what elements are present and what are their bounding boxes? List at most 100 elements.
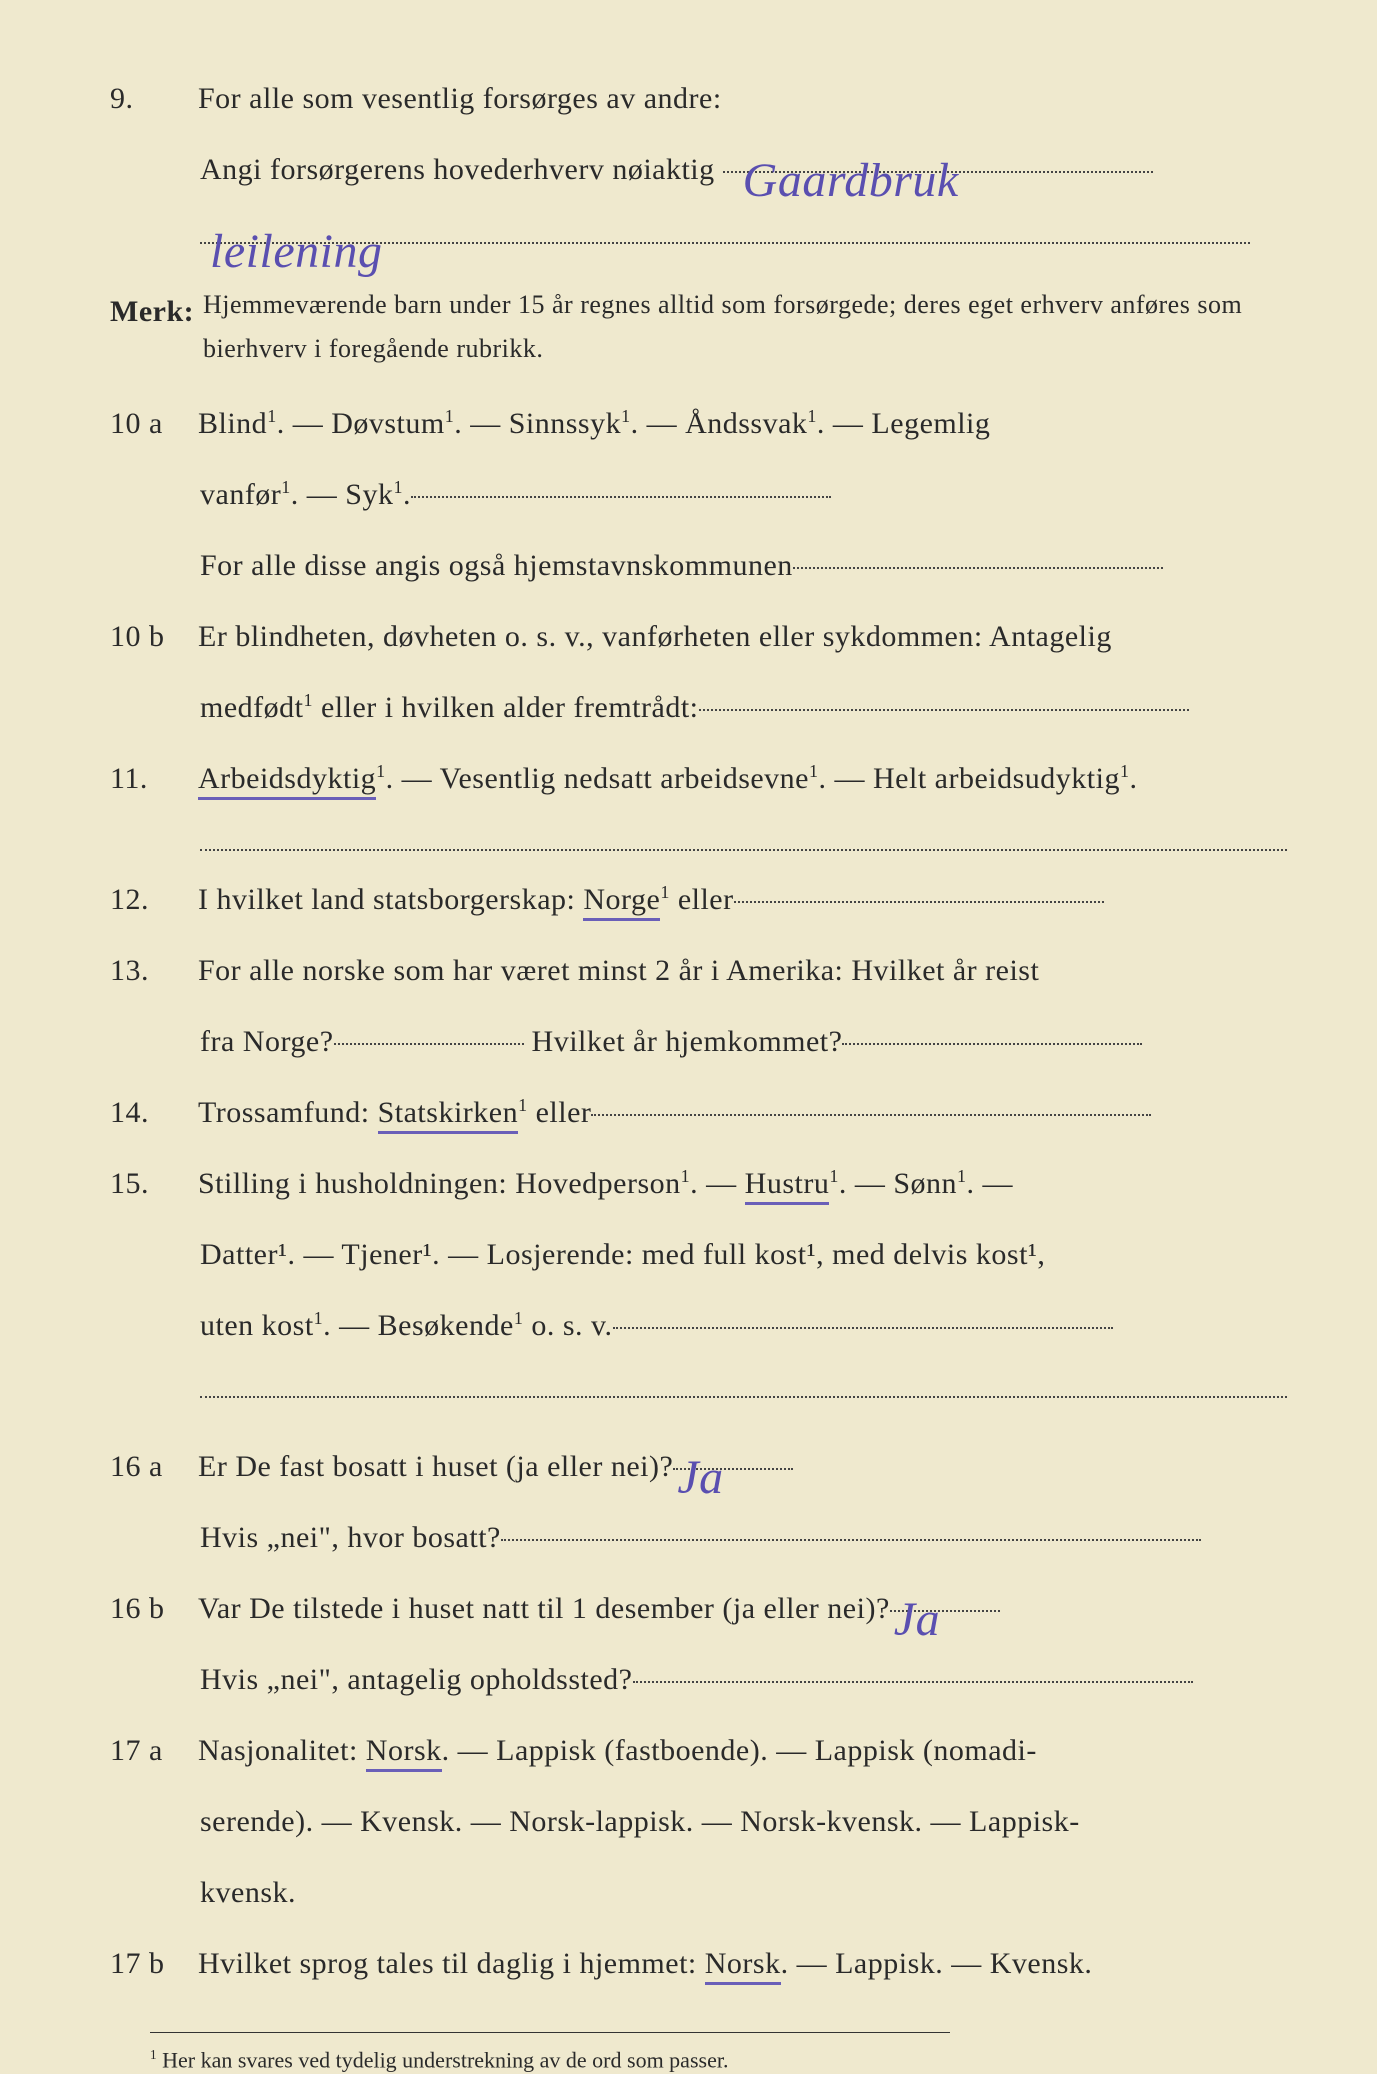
q17b-b: . — Lappisk. — Kvensk. (781, 1947, 1093, 1980)
q14-fill (591, 1114, 1151, 1116)
q10a-l2b: . — Syk (291, 478, 394, 511)
q9-fill1: Gaardbruk (723, 171, 1153, 173)
q10a-l3: For alle disse angis også hjemstavnskomm… (200, 549, 793, 582)
q13-line2: fra Norge? Hvilket år hjemkommet? (200, 1013, 1287, 1070)
q16a-line2: Hvis „nei", hvor bosatt? (200, 1509, 1287, 1566)
q10b-line2: medfødt1 eller i hvilken alder fremtrådt… (200, 679, 1287, 736)
q10a-t3: . — Sinnssyk (454, 407, 621, 440)
q17a: 17 a Nasjonalitet: Norsk. — Lappisk (fas… (110, 1722, 1287, 1779)
q14-a: Trossamfund: (198, 1096, 378, 1129)
q12-b: eller (670, 883, 734, 916)
q13-fill1 (334, 1043, 524, 1045)
q12-a: I hvilket land statsborgerskap: (198, 883, 583, 916)
q14-b: eller (528, 1096, 592, 1129)
q10a-line3: For alle disse angis også hjemstavnskomm… (200, 537, 1287, 594)
q10b-num: 10 b (110, 608, 190, 665)
q17b-body: Hvilket sprog tales til daglig i hjemmet… (198, 1935, 1285, 1992)
q16a-body: Er De fast bosatt i huset (ja eller nei)… (198, 1438, 1285, 1495)
q15-line3: uten kost1. — Besøkende1 o. s. v. (200, 1297, 1287, 1354)
q17b: 17 b Hvilket sprog tales til daglig i hj… (110, 1935, 1287, 1992)
q15-l1c: . — Sønn (839, 1167, 957, 1200)
q10a-t4: . — Åndssvak (631, 407, 808, 440)
q12-body: I hvilket land statsborgerskap: Norge1 e… (198, 871, 1285, 928)
q14-body: Trossamfund: Statskirken1 eller (198, 1084, 1285, 1141)
q15-fill2 (200, 1368, 1287, 1398)
q10a-t2: . — Døvstum (277, 407, 445, 440)
q15-l1d: . — (967, 1167, 1014, 1200)
q16b-l1: Var De tilstede i huset natt til 1 desem… (198, 1592, 890, 1625)
q17a-line3: kvensk. (200, 1864, 1287, 1921)
q16a-l1: Er De fast bosatt i huset (ja eller nei)… (198, 1450, 673, 1483)
q17b-a: Hvilket sprog tales til daglig i hjemmet… (198, 1947, 705, 1980)
q17b-num: 17 b (110, 1935, 190, 1992)
q17a-opt: Norsk (366, 1734, 442, 1772)
q15-fill (613, 1327, 1113, 1329)
q11: 11. Arbeidsdyktig1. — Vesentlig nedsatt … (110, 750, 1287, 807)
q16b-fill1: Ja (890, 1610, 1000, 1612)
q12-num: 12. (110, 871, 190, 928)
q15-l1a: Stilling i husholdningen: Hovedperson (198, 1167, 681, 1200)
q9-text1: For alle som vesentlig forsørges av andr… (198, 70, 1285, 127)
q11-fill (200, 821, 1287, 851)
q10a-l2a: vanfør (200, 478, 281, 511)
q16b-body: Var De tilstede i huset natt til 1 desem… (198, 1580, 1285, 1637)
q11-num: 11. (110, 750, 190, 807)
q17a-body: Nasjonalitet: Norsk. — Lappisk (fastboen… (198, 1722, 1285, 1779)
q15-line2: Datter¹. — Tjener¹. — Losjerende: med fu… (200, 1226, 1287, 1283)
q11-mid: . — Vesentlig nedsatt arbeidsevne (386, 762, 809, 795)
q15-body: Stilling i husholdningen: Hovedperson1. … (198, 1155, 1285, 1212)
footnote: 1 Her kan svares ved tydelig understrekn… (150, 2032, 950, 2073)
q16a: 16 a Er De fast bosatt i huset (ja eller… (110, 1438, 1287, 1495)
q16a-num: 16 a (110, 1438, 190, 1495)
q10a-fill1 (411, 496, 831, 498)
q11-end: . — Helt arbeidsudyktig (819, 762, 1120, 795)
q10b-fill (699, 709, 1189, 711)
q15-opt: Hustru (745, 1167, 830, 1205)
q17a-line2: serende). — Kvensk. — Norsk-lappisk. — N… (200, 1793, 1287, 1850)
q10a-t5: . — Legemlig (817, 407, 990, 440)
footnote-sup: 1 (150, 2047, 157, 2062)
q10a-body: Blind1. — Døvstum1. — Sinnssyk1. — Åndss… (198, 395, 1285, 452)
q15-l1b: . — (690, 1167, 745, 1200)
q13-l1: For alle norske som har været minst 2 år… (198, 942, 1285, 999)
q10a: 10 a Blind1. — Døvstum1. — Sinnssyk1. — … (110, 395, 1287, 452)
q12: 12. I hvilket land statsborgerskap: Norg… (110, 871, 1287, 928)
q10a-t1: Blind (198, 407, 267, 440)
q10b-l2b: eller i hvilken alder fremtrådt: (313, 691, 699, 724)
q16b: 16 b Var De tilstede i huset natt til 1 … (110, 1580, 1287, 1637)
q13-l2a: fra Norge? (200, 1025, 334, 1058)
q14-num: 14. (110, 1084, 190, 1141)
q9-fill2: leilening (200, 242, 1250, 244)
q16b-num: 16 b (110, 1580, 190, 1637)
q16b-fill2 (633, 1681, 1193, 1683)
q11-opt: Arbeidsdyktig (198, 762, 376, 800)
q17a-a: Nasjonalitet: (198, 1734, 366, 1767)
q16b-l2: Hvis „nei", antagelig opholdssted? (200, 1663, 633, 1696)
q13-l2b: Hvilket år hjemkommet? (532, 1025, 843, 1058)
q15-l3b: . — Besøkende (323, 1309, 514, 1342)
q9-line1: 9. For alle som vesentlig forsørges av a… (110, 70, 1287, 127)
q9-text2: Angi forsørgerens hovederhverv nøiaktig (200, 153, 715, 186)
q11-body: Arbeidsdyktig1. — Vesentlig nedsatt arbe… (198, 750, 1285, 807)
q17a-num: 17 a (110, 1722, 190, 1779)
q9-num: 9. (110, 70, 190, 127)
q17a-b: . — Lappisk (fastboende). — Lappisk (nom… (442, 1734, 1037, 1767)
q15-num: 15. (110, 1155, 190, 1212)
q16a-l2: Hvis „nei", hvor bosatt? (200, 1521, 501, 1554)
q14: 14. Trossamfund: Statskirken1 eller (110, 1084, 1287, 1141)
q12-opt: Norge (583, 883, 660, 921)
q17b-opt: Norsk (705, 1947, 781, 1985)
q14-opt: Statskirken (378, 1096, 519, 1134)
q13-num: 13. (110, 942, 190, 999)
q12-fill (734, 901, 1104, 903)
footnote-text: Her kan svares ved tydelig understreknin… (157, 2048, 729, 2073)
q13: 13. For alle norske som har været minst … (110, 942, 1287, 999)
q10b-l1: Er blindheten, døvheten o. s. v., vanfør… (198, 608, 1285, 665)
q9-line2: Angi forsørgerens hovederhverv nøiaktig … (200, 141, 1287, 198)
q10b-l2a: medfødt (200, 691, 303, 724)
q13-fill2 (842, 1043, 1142, 1045)
q15-l3c: o. s. v. (523, 1309, 612, 1342)
q15-l3a: uten kost (200, 1309, 314, 1342)
q10b: 10 b Er blindheten, døvheten o. s. v., v… (110, 608, 1287, 665)
q10a-line2: vanfør1. — Syk1. (200, 466, 1287, 523)
